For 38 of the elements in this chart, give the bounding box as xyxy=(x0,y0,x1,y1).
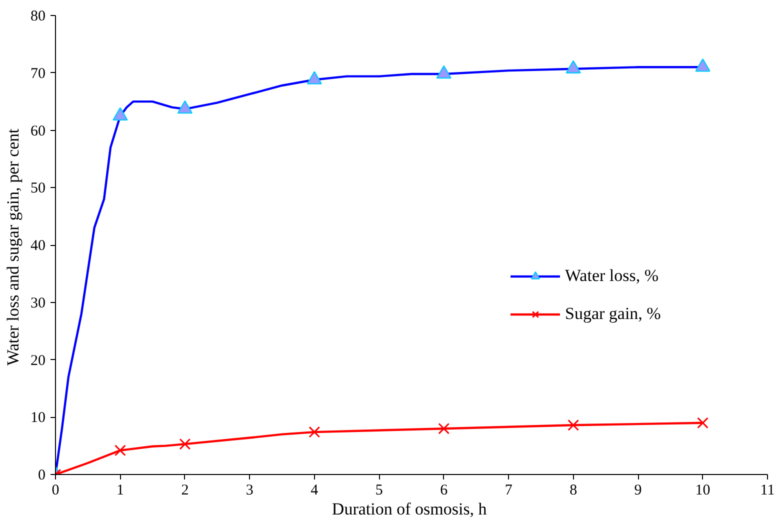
point xyxy=(568,419,580,431)
legend-label: Sugar gain, % xyxy=(565,304,661,324)
point xyxy=(112,107,128,121)
y-tick-label: 40 xyxy=(30,238,46,254)
x-tick-label: 4 xyxy=(310,482,319,498)
point xyxy=(566,60,581,74)
x-tick-label: 11 xyxy=(760,482,775,498)
point xyxy=(308,426,320,438)
y-tick-label: 0 xyxy=(38,468,46,484)
y-tick-label: 20 xyxy=(30,352,46,369)
x-tick-label: 1 xyxy=(116,482,124,498)
point xyxy=(306,71,322,84)
x-tick-label: 6 xyxy=(440,482,448,498)
x-axis-title: Duration of osmosis, h xyxy=(332,500,488,518)
x-tick-label: 9 xyxy=(634,482,642,498)
point xyxy=(177,100,193,114)
x-tick-label: 8 xyxy=(570,482,578,498)
x-tick-label: 0 xyxy=(52,482,60,498)
y-tick-label: 80 xyxy=(30,8,46,24)
x-tick-label: 10 xyxy=(695,482,710,498)
point xyxy=(697,417,708,429)
y-tick-label: 30 xyxy=(30,295,46,312)
y-tick-label: 60 xyxy=(30,123,46,140)
legend-label: Water loss, % xyxy=(565,266,659,286)
y-axis-title: Water loss and sugar gain, per cent xyxy=(4,128,22,366)
x-tick-label: 3 xyxy=(246,482,254,498)
y-tick-label: 70 xyxy=(30,66,46,82)
line-series xyxy=(56,422,704,474)
y-tick-label: 50 xyxy=(30,180,46,197)
point xyxy=(179,438,191,450)
point xyxy=(436,65,452,79)
x-tick-label: 2 xyxy=(181,482,189,498)
y-tick-label: 10 xyxy=(30,410,46,426)
x-tick-label: 7 xyxy=(504,482,513,498)
point xyxy=(695,58,710,72)
point xyxy=(438,422,450,434)
x-tick-label: 5 xyxy=(375,482,383,498)
point xyxy=(114,444,126,456)
